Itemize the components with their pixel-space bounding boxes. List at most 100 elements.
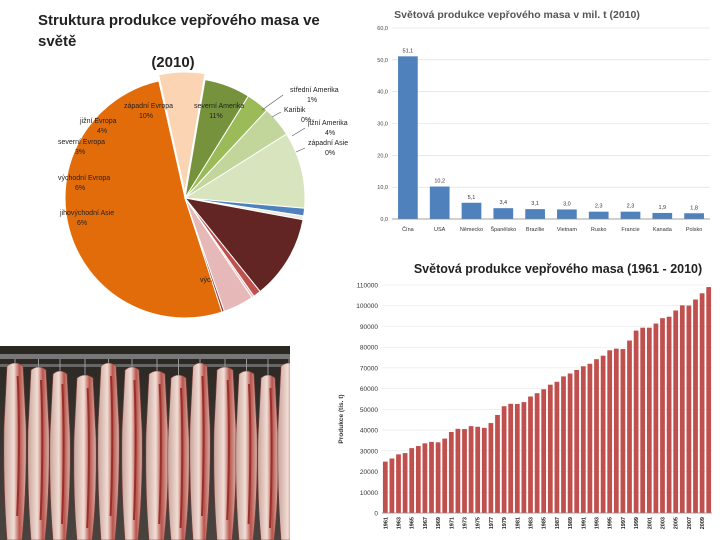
history-y-tick-label: 90000: [360, 324, 378, 331]
history-bar: [402, 453, 408, 513]
pie-slice-name: severní Amerika: [194, 103, 244, 110]
history-bar: [389, 458, 395, 513]
pie-slice-name: střední Amerika: [290, 87, 339, 94]
history-bar: [613, 348, 619, 513]
history-x-tick-label: 1969: [436, 517, 442, 529]
bar-y-tick-label: 10,0: [377, 185, 388, 191]
pie-leader-line: [261, 94, 284, 111]
history-bar: [679, 305, 685, 513]
history-y-tick-label: 40000: [360, 428, 378, 435]
history-bar: [442, 438, 448, 513]
country-category-label: Brazílie: [526, 227, 544, 233]
country-bar-chart-panel: Světová produkce vepřového masa v mil. t…: [362, 0, 720, 248]
pie-slice-name: jižní Amerika: [307, 120, 348, 127]
carcass-rib-detail: [61, 383, 65, 525]
carcass-rib-detail: [109, 375, 114, 517]
carcass-rib-detail: [247, 383, 252, 525]
pie-leader-line: [271, 111, 282, 118]
history-bar: [396, 454, 401, 513]
pie-slice-name: východní Evropa: [58, 175, 110, 182]
history-x-tick-label: 1993: [595, 517, 601, 529]
country-bar-value-label: 3,4: [499, 200, 507, 206]
history-bar: [488, 423, 494, 513]
pie-slice-percent: 4%: [97, 128, 107, 135]
history-x-tick-label: 1989: [568, 517, 574, 529]
country-category-label: Francie: [621, 227, 639, 233]
history-y-axis-label: Produkce (tis. t): [338, 394, 345, 443]
pie-slice-percent: 11%: [209, 113, 223, 120]
country-bar: [398, 56, 418, 219]
history-bar: [554, 381, 560, 513]
history-x-tick-label: 1999: [634, 517, 640, 529]
bar-chart-title: Světová produkce vepřového masa v mil. t…: [394, 9, 640, 21]
pork-carcass: [277, 362, 290, 540]
history-x-tick-label: 1981: [515, 517, 521, 529]
country-category-label: USA: [434, 227, 446, 233]
history-y-tick-label: 50000: [360, 407, 378, 414]
pork-carcass: [3, 362, 27, 540]
history-bar: [481, 427, 487, 513]
history-bar: [693, 299, 698, 513]
history-bar: [706, 287, 712, 513]
history-bar: [653, 323, 659, 513]
history-y-tick-label: 100000: [356, 303, 378, 310]
history-bar: [660, 318, 665, 513]
pie-slice-percent: 6%: [77, 220, 87, 227]
pie-slice-name: západní Asie: [308, 140, 348, 147]
history-bar: [561, 376, 566, 513]
pork-carcass: [257, 374, 279, 540]
history-y-tick-label: 60000: [360, 386, 378, 393]
country-category-label: Španělsko: [490, 226, 516, 233]
pork-carcasses-photo: [0, 346, 290, 540]
history-bar: [547, 384, 553, 513]
carcass-rib-detail: [39, 379, 44, 521]
history-bar: [468, 426, 474, 513]
bar-y-tick-label: 40,0: [377, 90, 388, 96]
pork-carcass: [145, 370, 169, 540]
pork-carcass: [49, 370, 71, 540]
history-x-tick-label: 1975: [476, 517, 482, 529]
country-bar: [620, 211, 641, 219]
history-chart-title: Světová produkce vepřového masa (1961 - …: [414, 262, 702, 276]
history-x-tick-label: 1977: [489, 517, 495, 529]
pork-carcass: [73, 374, 97, 540]
country-bar-value-label: 2,3: [627, 204, 635, 210]
country-bar-value-label: 10,2: [434, 179, 445, 185]
history-bar: [600, 355, 606, 513]
history-bar: [620, 349, 626, 513]
pie-chart-panel: Struktura produkce vepřového masa ve svě…: [0, 0, 360, 345]
history-bar: [646, 327, 652, 513]
country-bar-value-label: 51,1: [403, 48, 414, 54]
history-bar: [455, 428, 461, 513]
history-bar: [415, 446, 421, 513]
bar-y-tick-label: 30,0: [377, 122, 388, 128]
country-bar: [557, 209, 577, 219]
history-x-tick-label: 1967: [423, 517, 429, 529]
history-bar: [409, 448, 415, 513]
country-bar: [525, 209, 545, 219]
history-bar: [429, 441, 434, 513]
pork-carcass: [189, 362, 211, 540]
pie-slice: [183, 197, 304, 293]
history-bar: [594, 359, 599, 513]
pie-slice: [184, 197, 225, 313]
hanging-rail: [0, 354, 290, 359]
history-x-tick-label: 1985: [542, 517, 548, 529]
pie-slice-name: severní Evropa: [58, 139, 105, 146]
history-bar: [435, 442, 441, 513]
history-bar: [541, 389, 547, 513]
history-bar: [587, 363, 593, 513]
country-category-label: Rusko: [591, 227, 607, 233]
carcass-rib-detail: [226, 379, 230, 521]
carcass-rib-detail: [16, 375, 20, 517]
country-bar-value-label: 5,1: [468, 195, 476, 201]
country-bar: [588, 211, 609, 219]
history-x-tick-label: 2005: [674, 517, 680, 529]
history-bar: [580, 366, 586, 513]
history-bar: [448, 431, 454, 513]
history-bar: [508, 403, 514, 513]
history-bar: [567, 373, 573, 513]
history-bar: [686, 305, 692, 513]
history-bar: [528, 396, 533, 513]
bar-y-tick-label: 20,0: [377, 153, 388, 159]
